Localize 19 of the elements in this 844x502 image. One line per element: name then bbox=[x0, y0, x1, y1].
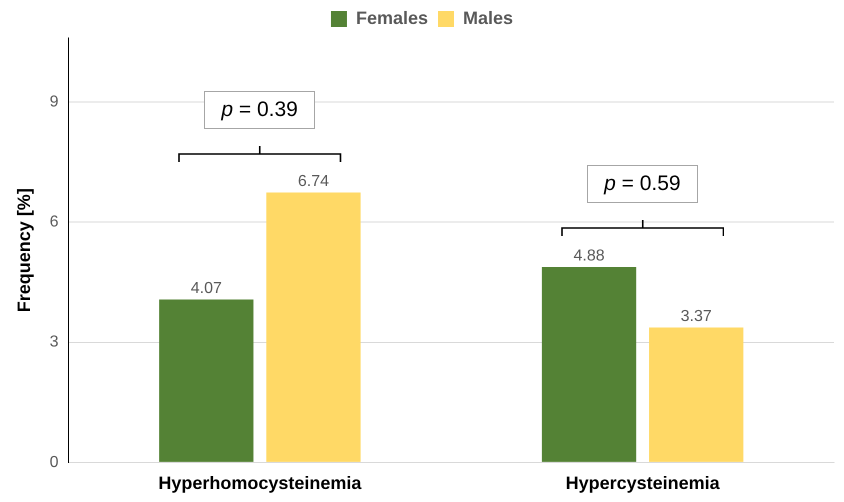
x-tick-label: Hypercysteinemia bbox=[566, 473, 721, 494]
data-label: 4.88 bbox=[573, 247, 605, 264]
data-label: 3.37 bbox=[680, 308, 712, 325]
data-label: 6.74 bbox=[298, 172, 330, 190]
y-axis-title: Frequency [%] bbox=[14, 188, 34, 312]
bar bbox=[159, 299, 254, 462]
bar bbox=[266, 192, 361, 462]
annotation: p = 0.39 bbox=[204, 90, 315, 129]
y-tick-label: 0 bbox=[50, 454, 59, 471]
bar bbox=[542, 267, 636, 462]
x-tick-label: Hyperhomocysteinemia bbox=[158, 473, 362, 494]
legend-label: Males bbox=[463, 8, 514, 28]
data-label: 4.07 bbox=[190, 280, 222, 297]
y-tick-label: 6 bbox=[50, 214, 59, 231]
bar bbox=[649, 327, 744, 462]
annotation: p = 0.59 bbox=[587, 165, 698, 204]
y-tick-label: 9 bbox=[50, 93, 59, 110]
legend-label: Females bbox=[356, 8, 428, 28]
y-tick-label: 3 bbox=[50, 334, 59, 351]
